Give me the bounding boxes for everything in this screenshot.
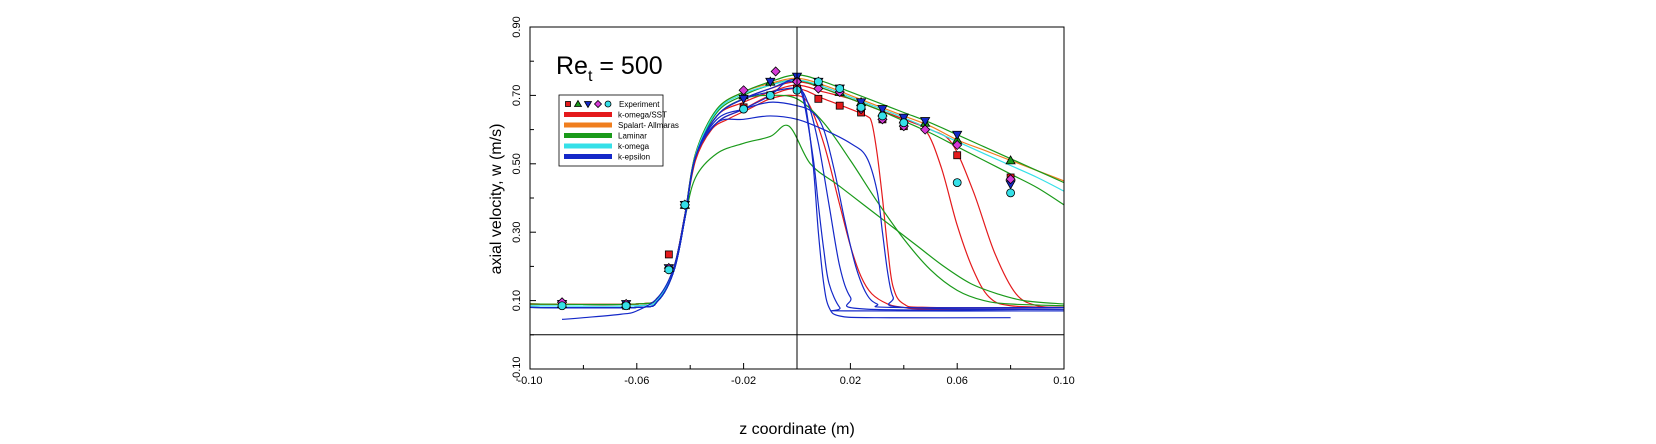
legend-swatch [564, 154, 612, 159]
x-tick-label: -0.06 [624, 375, 649, 387]
legend-label: k-omega [618, 142, 650, 151]
re-annotation-main: Re [556, 52, 588, 80]
x-tick-label: 0.06 [946, 375, 967, 387]
experiment-point-circle [680, 200, 690, 210]
experiment-point-square [664, 250, 673, 259]
y-axis-title: axial velocity, w (m/s) [488, 124, 505, 275]
experiment-point-circle [835, 84, 845, 93]
experiment-markers [556, 66, 1016, 311]
experiment-point-diamond [738, 85, 749, 96]
experiment-point-square [814, 94, 823, 103]
experiment-point-circle [813, 77, 823, 87]
legend-label: k-omega/SST [618, 111, 667, 120]
y-tick-label: 0.30 [511, 221, 523, 242]
legend-label: Experiment [619, 100, 660, 109]
experiment-point-triangle-up [1005, 155, 1016, 165]
legend-marker-square [565, 101, 571, 107]
experiment-point-triangle-down [855, 98, 867, 108]
legend-swatch [564, 122, 612, 128]
experiment-point-triangle-down [919, 117, 931, 127]
legend-label: Spalart- Allmaras [618, 121, 679, 130]
legend-label: Laminar [618, 132, 647, 141]
experiment-point-diamond [952, 139, 963, 151]
x-tick-label: 0.02 [840, 375, 861, 387]
experiment-point-diamond [1005, 174, 1016, 185]
legend-marker-diamond [593, 99, 603, 109]
re-annotation-value: = 500 [592, 52, 662, 80]
y-tick-label: 0.70 [511, 85, 523, 106]
experiment-point-circle [739, 104, 748, 114]
y-tick-label: 0.10 [511, 290, 523, 311]
series-layer [529, 74, 1065, 321]
y-tick-label: -0.10 [511, 356, 523, 381]
x-axis-title: z coordinate (m) [739, 421, 855, 438]
experiment-point-triangle-down [952, 130, 963, 141]
experiment-point-circle [621, 301, 631, 311]
y-tick-label: 0.90 [511, 16, 523, 37]
legend-marker-triangle-up [573, 99, 583, 107]
experiment-point-square [835, 101, 844, 110]
x-tick-label: -0.10 [517, 375, 542, 387]
experiment-point-circle [856, 102, 866, 112]
legend-swatch [564, 133, 612, 138]
legend-marker-triangle-down [583, 101, 593, 109]
experiment-point-triangle-down [877, 105, 888, 115]
experiment-point-diamond [920, 124, 931, 135]
x-tick-label: -0.02 [731, 375, 756, 387]
experiment-point-triangle-down [898, 113, 909, 123]
y-tick-label: 0.50 [511, 153, 523, 174]
legend-marker-circle [604, 100, 612, 108]
experiment-point-diamond [813, 83, 824, 94]
experiment-point-circle [1006, 188, 1015, 198]
legend-label: k-epsilon [618, 153, 650, 162]
experiment-point-circle [899, 118, 909, 128]
legend-swatch [564, 143, 612, 149]
re-annotation-subscript: t [588, 68, 593, 85]
experiment-point-circle [878, 111, 887, 121]
experiment-point-square [953, 151, 962, 160]
experiment-point-triangle-down [765, 77, 776, 88]
experiment-point-diamond [770, 66, 781, 77]
axes: -0.10 -0.06 -0.02 0.02 0.06 0.10 -0.10 0.10 0.30… [511, 16, 1075, 387]
re-annotation: Ret = 500 [556, 52, 663, 85]
experiment-point-circle [557, 301, 567, 311]
x-tick-label: 0.10 [1053, 375, 1074, 387]
legend-swatch [564, 112, 612, 117]
experiment-point-circle [664, 265, 674, 275]
experiment-point-circle [765, 91, 775, 100]
experiment-point-circle [952, 178, 962, 188]
